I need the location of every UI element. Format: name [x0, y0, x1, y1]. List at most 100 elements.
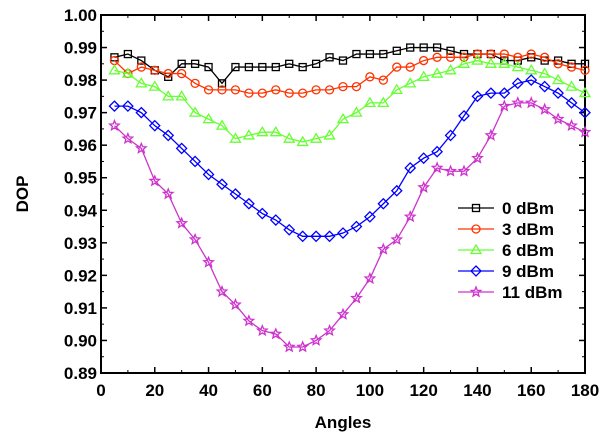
data-point-3-dbm	[378, 75, 388, 85]
data-point-6-dbm	[323, 129, 336, 140]
data-point-6-dbm	[283, 132, 296, 143]
x-tick-label: 160	[517, 381, 545, 400]
data-point-9-dbm	[484, 87, 497, 100]
data-point-6-dbm	[202, 112, 215, 124]
data-point-9-dbm	[296, 230, 309, 243]
data-point-0-dbm	[379, 49, 388, 59]
data-point-6-dbm	[309, 132, 323, 143]
data-point-9-dbm	[229, 188, 242, 200]
data-point-0-dbm	[204, 62, 213, 72]
data-point-3-dbm	[271, 85, 281, 95]
data-point-3-dbm	[566, 62, 577, 72]
legend-item-0-dbm: 0 dBm	[458, 199, 554, 218]
data-point-11-dbm	[551, 112, 565, 125]
data-point-6-dbm	[269, 125, 282, 137]
data-point-6-dbm	[457, 57, 471, 68]
data-point-9-dbm	[525, 74, 538, 87]
data-point-11-dbm	[524, 96, 538, 109]
y-tick-label: 0.91	[64, 299, 97, 318]
data-point-3-dbm	[217, 85, 227, 95]
data-point-3-dbm	[324, 85, 335, 95]
data-point-11-dbm	[323, 323, 336, 337]
data-point-3-dbm	[150, 65, 160, 75]
data-point-0-dbm	[392, 46, 401, 55]
data-point-6-dbm	[336, 112, 350, 124]
x-tick-label: 140	[463, 381, 491, 400]
data-point-6-dbm	[135, 77, 148, 88]
x-tick-label: 80	[307, 381, 326, 400]
x-tick-label: 60	[253, 381, 272, 400]
data-point-11-dbm	[363, 271, 377, 285]
x-tick-label: 100	[356, 381, 384, 400]
data-point-9-dbm	[121, 100, 134, 113]
data-point-3-dbm	[284, 88, 294, 98]
data-point-0-dbm	[352, 49, 361, 59]
data-point-3-dbm	[553, 59, 563, 69]
y-tick-label: 0.97	[64, 104, 97, 123]
data-point-11-dbm	[403, 210, 417, 223]
data-point-6-dbm	[538, 67, 551, 78]
data-point-11-dbm	[175, 216, 189, 229]
data-point-9-dbm	[565, 96, 578, 109]
legend-item-6-dbm: 6 dBm	[458, 241, 554, 260]
data-point-11-dbm	[309, 333, 323, 346]
data-point-3-dbm	[392, 62, 402, 72]
legend-label: 0 dBm	[502, 199, 554, 218]
data-point-11-dbm	[242, 314, 256, 327]
data-point-6-dbm	[417, 70, 430, 81]
data-point-11-dbm	[282, 340, 296, 353]
data-point-11-dbm	[108, 118, 121, 132]
data-point-9-dbm	[323, 230, 336, 243]
series-0-dbm	[110, 43, 590, 88]
data-point-3-dbm	[405, 62, 415, 72]
series-line-11-dbm	[113, 102, 586, 348]
data-point-9-dbm	[363, 210, 376, 223]
legend-item-3-dbm: 3 dBm	[458, 220, 554, 239]
data-point-9-dbm	[350, 220, 363, 233]
data-point-6-dbm	[498, 57, 511, 68]
data-point-6-dbm	[444, 64, 457, 75]
data-point-6-dbm	[175, 90, 188, 101]
data-point-0-dbm	[446, 46, 455, 55]
data-point-6-dbm	[390, 83, 403, 95]
data-point-3-dbm	[459, 52, 469, 62]
data-point-3-dbm	[244, 88, 254, 98]
data-point-0-dbm	[365, 49, 375, 59]
data-point-11-dbm	[350, 291, 363, 304]
y-tick-label: 0.94	[64, 201, 98, 220]
data-point-9-dbm	[148, 119, 161, 132]
data-point-9-dbm	[552, 87, 565, 100]
data-point-11-dbm	[390, 232, 404, 246]
data-point-6-dbm	[242, 129, 256, 140]
data-point-6-dbm	[404, 77, 417, 88]
data-point-9-dbm	[242, 197, 255, 210]
data-point-11-dbm	[269, 327, 283, 340]
data-point-11-dbm	[296, 340, 310, 353]
data-point-9-dbm	[283, 223, 296, 236]
series-9-dbm	[108, 74, 591, 243]
data-point-6-dbm	[215, 119, 229, 130]
legend-marker	[470, 265, 482, 277]
data-point-6-dbm	[296, 135, 309, 147]
series-line-3-dbm	[113, 53, 586, 94]
x-tick-label: 0	[96, 381, 105, 400]
data-point-3-dbm	[298, 88, 308, 98]
data-point-3-dbm	[177, 68, 187, 79]
series-3-dbm	[109, 49, 590, 98]
data-point-6-dbm	[363, 96, 377, 108]
data-point-9-dbm	[216, 178, 228, 191]
data-point-9-dbm	[310, 230, 323, 243]
data-point-11-dbm	[161, 187, 175, 200]
data-point-0-dbm	[298, 62, 307, 72]
data-point-3-dbm	[311, 85, 321, 95]
data-point-9-dbm	[377, 197, 390, 210]
data-point-9-dbm	[444, 129, 457, 142]
data-point-6-dbm	[350, 106, 363, 117]
legend-label: 6 dBm	[502, 241, 554, 260]
data-point-11-dbm	[202, 255, 215, 268]
data-point-11-dbm	[417, 180, 431, 193]
data-point-3-dbm	[419, 55, 429, 66]
data-point-11-dbm	[457, 164, 471, 177]
